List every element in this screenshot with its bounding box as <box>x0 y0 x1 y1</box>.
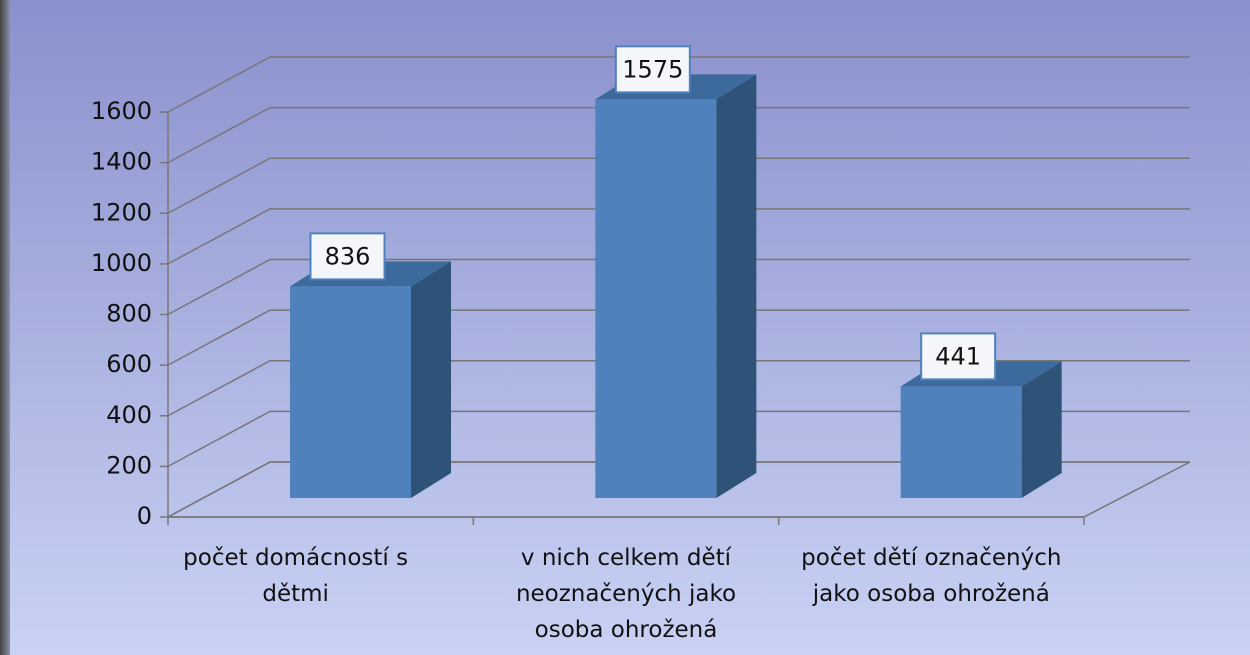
grid-line <box>167 309 1190 366</box>
y-tick-label: 400 <box>106 401 152 429</box>
y-tick-label: 200 <box>106 451 152 479</box>
window-edge <box>0 0 10 655</box>
bar <box>900 386 1022 498</box>
bar-side <box>716 74 757 498</box>
y-tick-label: 800 <box>106 300 152 328</box>
bar-side <box>411 261 451 498</box>
value-label-box <box>309 232 386 281</box>
grid-line <box>167 157 1190 214</box>
value-label: 836 <box>325 242 371 270</box>
grid-line <box>167 208 1190 265</box>
y-tick-label: 1200 <box>91 198 152 226</box>
bar <box>595 99 717 498</box>
x-tick-label: počet domácností s dětmi <box>183 545 409 607</box>
grid-line <box>167 461 1190 518</box>
y-tick-label: 0 <box>137 502 152 530</box>
grid-line <box>167 56 1190 113</box>
bar-side <box>1021 361 1062 498</box>
y-tick-label: 1600 <box>91 97 152 125</box>
value-label: 1575 <box>622 55 683 83</box>
y-tick-label: 600 <box>106 350 152 378</box>
grid-line <box>167 106 1190 164</box>
value-label: 441 <box>935 342 981 370</box>
grid-line <box>167 360 1190 417</box>
y-tick-label: 1400 <box>91 148 152 176</box>
grid-line <box>167 258 1190 316</box>
y-tick-label: 1000 <box>91 249 152 277</box>
grid-line <box>167 410 1190 468</box>
x-tick-label: počet dětí označených jako osoba ohrožen… <box>801 545 1062 607</box>
bar <box>290 286 411 498</box>
value-label-box <box>614 45 691 94</box>
x-tick-label: v nich celkem dětí neoznačených jako oso… <box>515 545 737 643</box>
value-label-box <box>920 332 997 381</box>
